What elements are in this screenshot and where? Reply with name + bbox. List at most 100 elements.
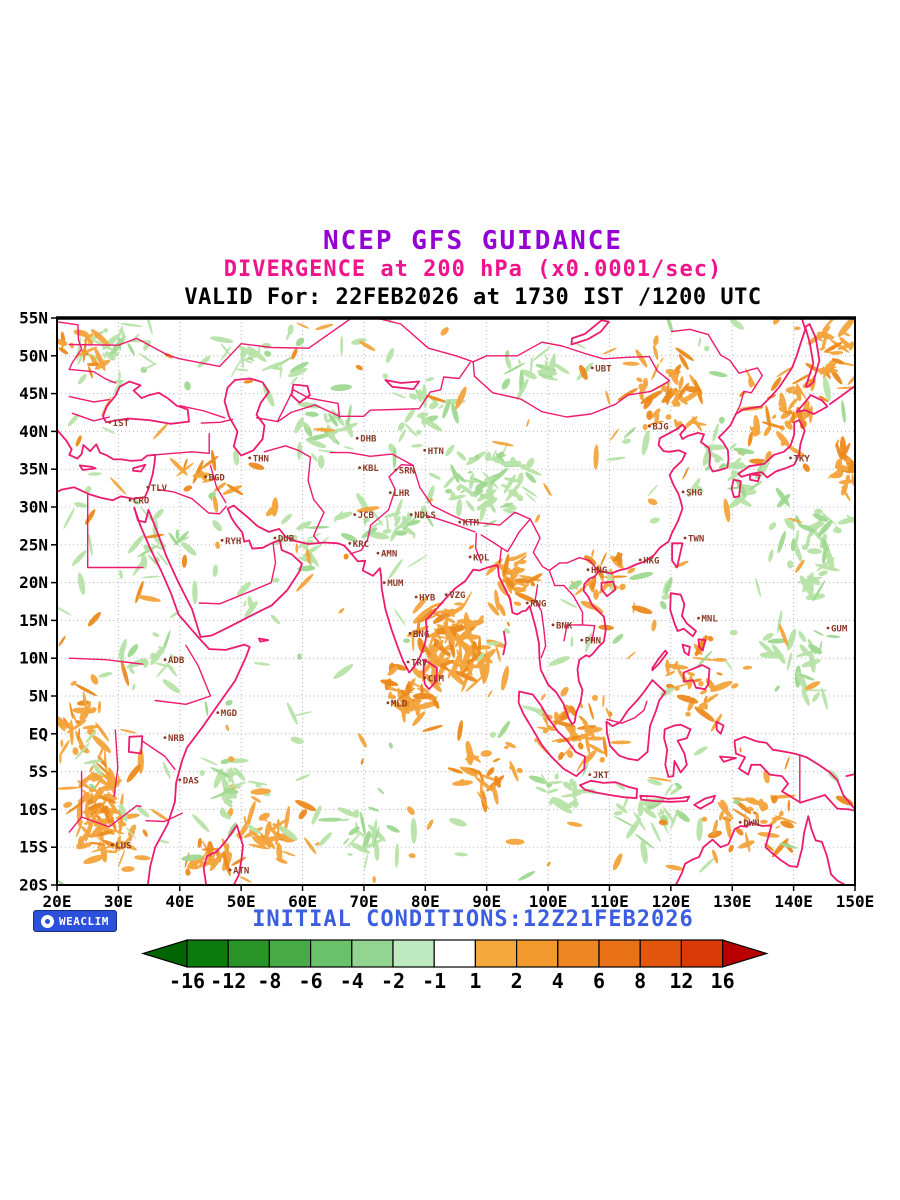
lon-tick-label: 80E (411, 892, 440, 911)
station-label-mnl: MNL (702, 615, 719, 625)
station-label-nrb: NRB (168, 734, 185, 744)
station-label-dhb: DHB (360, 435, 377, 445)
colorbar-left-arrow (140, 939, 188, 968)
weaclim-badge: WEACLIM (33, 910, 117, 932)
station-label-bjg: BJG (652, 423, 668, 433)
station-label-hkg: HKG (643, 556, 659, 566)
colorbar-level-label: -1 (422, 969, 446, 993)
station-label-hng: HNG (591, 566, 607, 576)
lon-tick-label: 130E (713, 892, 752, 911)
station-marker-jcb (353, 513, 357, 516)
station-marker-ryh (220, 538, 224, 542)
colorbar-level-label: 6 (593, 969, 605, 993)
station-marker-hng (586, 568, 590, 572)
station-label-twn: TWN (688, 535, 704, 545)
station-label-kol: KOL (473, 553, 490, 563)
divergence-shading-layer (57, 318, 855, 885)
colorbar-segment (310, 939, 353, 968)
colorbar-level-label: -8 (257, 969, 281, 993)
station-marker-phn (580, 638, 584, 642)
station-label-kbl: KBL (363, 464, 380, 474)
colorbar-level-label: 1 (469, 969, 481, 993)
lat-tick-label: 55N (19, 309, 48, 328)
station-label-das: DAS (183, 776, 199, 786)
station-marker-hkg (638, 558, 642, 562)
station-label-bnk: BNK (556, 621, 573, 631)
lat-tick-label: 45N (19, 384, 48, 403)
lat-axis-labels: 55N 50N 45N 40N 35N 30N 25N 20N 15N 10N 5N EQ 5S 10S 1… (19, 309, 57, 895)
lon-tick-label: 150E (836, 892, 875, 911)
lat-tick-label: 10S (19, 800, 48, 819)
colorbar-segment (639, 939, 683, 968)
station-marker-lus (110, 843, 114, 847)
station-label-krc: KRC (353, 540, 369, 550)
station-label-dwn: DWN (743, 819, 759, 829)
station-marker-kbl (358, 466, 361, 470)
station-label-ndls: NDLS (414, 511, 436, 521)
station-label-tky: TKY (794, 454, 811, 464)
station-label-bgd: BGD (209, 473, 226, 483)
station-label-tlv: TLV (151, 484, 168, 494)
weaclim-logo-icon (41, 914, 54, 928)
lat-tick-label: EQ (29, 724, 48, 743)
station-label-jcb: JCB (358, 511, 375, 521)
station-marker-mld (386, 701, 390, 705)
station-label-dub: DUB (278, 535, 295, 545)
station-label-lus: LUS (115, 841, 131, 851)
lon-tick-label: 70E (349, 892, 378, 911)
station-marker-das (178, 778, 182, 782)
initial-conditions-line: INITIAL CONDITIONS:12Z21FEB2026 (252, 907, 694, 932)
lon-tick-label: 120E (652, 892, 691, 911)
lon-tick-label: 50E (227, 892, 256, 911)
station-marker-twn (683, 536, 687, 540)
station-marker-gum (826, 626, 830, 630)
station-label-jkt: JKT (593, 771, 610, 781)
station-label-mum: MUM (387, 579, 404, 589)
station-label-clm: CLM (428, 674, 445, 684)
station-marker-tlv (146, 485, 150, 489)
colorbar-segment (268, 939, 312, 968)
station-marker-mum (382, 581, 386, 584)
colorbar-level-label: -2 (381, 969, 405, 993)
station-marker-ubt (590, 366, 594, 370)
lat-tick-label: 10N (19, 649, 48, 668)
station-marker-dub (273, 536, 277, 540)
station-marker-kol (468, 555, 472, 559)
station-marker-dwn (738, 820, 742, 824)
colorbar-segment (351, 939, 394, 968)
colorbar-segment (392, 939, 435, 968)
coastline-border-layer (57, 318, 855, 885)
station-marker-bgd (204, 475, 208, 479)
station-marker-lhr (388, 491, 392, 494)
station-label-rng: RNG (530, 600, 546, 610)
page-subtitle: DIVERGENCE at 200 hPa (x0.0001/sec) (223, 257, 723, 282)
lon-tick-label: 90E (472, 892, 501, 911)
colorbar-level-label: -12 (210, 969, 246, 993)
station-marker-shg (681, 490, 685, 494)
colorbar-segment (186, 939, 229, 968)
page-title: NCEP GFS GUIDANCE (322, 226, 624, 256)
station-label-phn: PHN (585, 637, 601, 647)
station-marker-nrb (163, 736, 167, 739)
station-marker-vzg (444, 593, 448, 597)
colorbar-level-label: 16 (711, 969, 735, 993)
station-marker-htn (423, 448, 427, 452)
lat-tick-label: 5S (29, 762, 48, 781)
station-label-srn: SRN (399, 467, 415, 477)
station-label-lhr: LHR (393, 489, 410, 499)
colorbar-segment (433, 939, 477, 968)
station-label-mld: MLD (391, 699, 408, 709)
station-marker-ndls (409, 513, 413, 516)
station-label-bng: BNG (413, 630, 429, 640)
station-marker-thn (248, 456, 252, 460)
station-label-htn: HTN (428, 447, 444, 457)
lat-tick-label: 30N (19, 498, 48, 517)
station-label-vzg: VZG (449, 591, 465, 601)
colorbar-segment (680, 939, 724, 968)
station-label-adb: ADB (168, 656, 185, 666)
lat-tick-label: 25N (19, 535, 48, 554)
colorbar-segment (515, 939, 559, 968)
station-marker-ktm (458, 520, 462, 524)
